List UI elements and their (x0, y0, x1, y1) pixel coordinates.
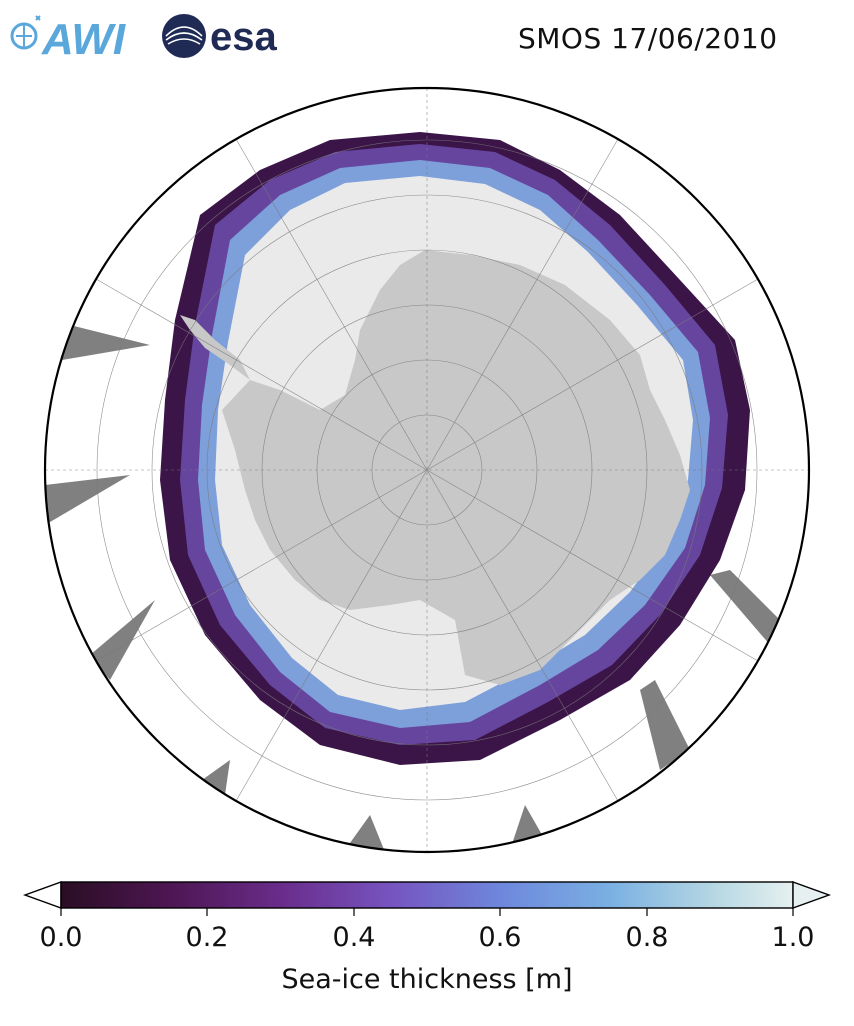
colorbar-tick-label: 0.4 (332, 922, 376, 953)
esa-logo-text: esa (210, 15, 277, 59)
graticule (45, 88, 809, 852)
awi-logo-text: AWI (41, 15, 126, 64)
map-title: SMOS 17/06/2010 (518, 22, 778, 55)
map-boundary (43, 86, 811, 854)
esa-logo: esa (162, 14, 277, 59)
colorbar-tick-label: 1.0 (771, 922, 815, 953)
awi-logo: AWI (10, 15, 126, 64)
colorbar-tick-label: 0.0 (39, 922, 83, 953)
antarctica-land (222, 250, 690, 685)
colorbar-extend-low (22, 881, 62, 909)
no-data-wedges (45, 325, 780, 852)
colorbar-tick-label: 0.6 (478, 922, 522, 953)
colorbar-extend-high (792, 881, 832, 909)
colorbar-label: Sea-ice thickness [m] (281, 964, 573, 995)
colorbar (22, 881, 832, 916)
colorbar-tick-label: 0.8 (625, 922, 669, 953)
colorbar-gradient (60, 881, 794, 909)
logo-bar: AWI esa (6, 6, 306, 66)
colorbar-ticks (60, 908, 794, 916)
south-polar-map (43, 86, 811, 854)
colorbar-tick-label: 0.2 (185, 922, 229, 953)
